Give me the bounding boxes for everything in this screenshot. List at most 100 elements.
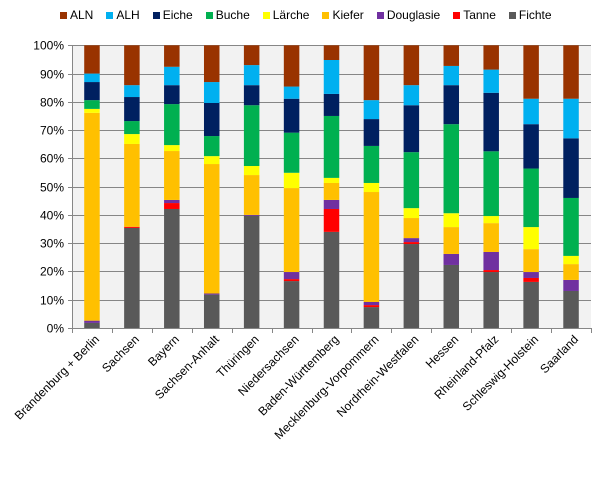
- legend-swatch: [205, 11, 213, 19]
- bar-segment-fichte: [363, 307, 380, 328]
- legend-swatch: [262, 11, 270, 19]
- chart-legend: ALN ALH Eiche Buche Lärche Kiefer Douglasie Tan…: [60, 7, 552, 23]
- bar-segment-eiche: [243, 85, 260, 106]
- bar-segment-douglasie: [323, 199, 340, 209]
- bar-stack-saarland: [563, 45, 579, 328]
- y-tick-label: 50%: [40, 181, 64, 195]
- bar-segment-alh: [203, 82, 220, 103]
- bar-segment-larche: [124, 134, 140, 144]
- legend-label: Tanne: [463, 8, 496, 22]
- bar-segment-buche: [124, 121, 140, 135]
- bar-segment-tanne: [323, 208, 340, 232]
- bar-segment-larche: [563, 255, 579, 265]
- x-tick-label: Schleswig-Holstein: [460, 332, 542, 414]
- bar-stack-rheinland-pfalz: [483, 45, 499, 328]
- bar-segment-tanne: [403, 242, 420, 245]
- x-tick-label: Brandenburg + Berlin: [12, 332, 102, 422]
- bar-segment-larche: [323, 177, 340, 183]
- bar-segment-aln: [323, 45, 340, 60]
- bar-segment-aln: [203, 45, 220, 83]
- bar-stack-bayern: [164, 45, 180, 328]
- bar-segment-eiche: [283, 98, 300, 133]
- bar-stack-brandenburg-berlin: [84, 45, 100, 328]
- bar-segment-aln: [243, 45, 260, 66]
- bar-segment-eiche: [523, 124, 539, 169]
- y-tick-label: 40%: [40, 209, 64, 223]
- bar-segment-alh: [124, 85, 140, 98]
- bar-segment-buche: [243, 105, 260, 167]
- bar-segment-aln: [84, 45, 100, 74]
- legend-item-tanne: Tanne: [453, 8, 496, 22]
- legend-label: Fichte: [518, 8, 552, 22]
- bar-segment-kiefer: [124, 143, 140, 227]
- bar-segment-alh: [323, 60, 340, 94]
- y-tick-label: 60%: [40, 152, 64, 166]
- x-tick-label: Saarland: [537, 332, 581, 376]
- bar-segment-kiefer: [164, 151, 180, 200]
- bar-segment-eiche: [563, 138, 579, 198]
- y-tick-label: 100%: [33, 39, 64, 53]
- bar-segment-eiche: [164, 85, 180, 105]
- bar-segment-fichte: [243, 215, 260, 328]
- legend-label: Eiche: [162, 8, 193, 22]
- legend-label: Douglasie: [386, 8, 441, 22]
- y-tick-label: 90%: [40, 68, 64, 82]
- bar-segment-douglasie: [243, 214, 260, 216]
- bar-segment-tanne: [283, 279, 300, 282]
- bar-segment-tanne: [363, 305, 380, 308]
- legend-item-buche: Buche: [205, 8, 250, 22]
- legend-item-eiche: Eiche: [152, 8, 193, 22]
- y-tick-label: 30%: [40, 237, 64, 251]
- bar-segment-douglasie: [523, 272, 539, 278]
- legend-swatch: [60, 11, 67, 19]
- bar-segment-eiche: [84, 82, 100, 101]
- bar-stack-thuringen: [243, 45, 260, 328]
- bar-segment-eiche: [124, 97, 140, 122]
- bar-segment-larche: [84, 108, 100, 113]
- bar-segment-buche: [164, 104, 180, 146]
- bar-stack-hessen: [443, 45, 460, 328]
- bar-segment-fichte: [164, 208, 180, 328]
- y-tick-label: 80%: [40, 96, 64, 110]
- bar-segment-aln: [443, 45, 460, 66]
- bar-segment-douglasie: [483, 251, 499, 271]
- bar-segment-alh: [403, 85, 420, 106]
- bar-segment-eiche: [403, 105, 420, 153]
- bar-segment-douglasie: [283, 272, 300, 280]
- bar-segment-eiche: [483, 92, 499, 152]
- bar-segment-buche: [523, 168, 539, 228]
- bar-segment-aln: [403, 45, 420, 86]
- legend-swatch: [106, 11, 114, 19]
- bar-segment-fichte: [523, 281, 539, 328]
- bar-segment-larche: [164, 145, 180, 152]
- bar-segment-buche: [403, 152, 420, 209]
- legend-label: Kiefer: [332, 8, 364, 22]
- legend-item-kiefer: Kiefer: [322, 8, 364, 22]
- y-tick-label: 70%: [40, 124, 64, 138]
- bar-segment-tanne: [124, 226, 140, 228]
- legend-item-fichte: Fichte: [508, 8, 552, 22]
- bar-stack-schleswig-holstein: [523, 45, 539, 328]
- bar-segment-kiefer: [483, 223, 499, 252]
- bar-segment-fichte: [124, 227, 140, 328]
- bar-segment-fichte: [563, 290, 579, 328]
- bar-segment-larche: [283, 172, 300, 189]
- bar-segment-alh: [283, 86, 300, 99]
- bar-segment-alh: [563, 98, 579, 139]
- bar-stack-mecklenburg-vorpommern: [363, 45, 380, 328]
- bar-segment-alh: [243, 65, 260, 86]
- bar-segment-aln: [483, 45, 499, 70]
- bar-segment-larche: [523, 227, 539, 250]
- x-tick-label: Bayern: [145, 332, 182, 369]
- legend-item-alh: ALH: [106, 8, 140, 22]
- x-tick-label: Sachsen: [99, 332, 142, 375]
- y-tick-label: 20%: [40, 265, 64, 279]
- legend-label: Lärche: [272, 8, 310, 22]
- bar-segment-fichte: [443, 264, 460, 328]
- bar-segment-douglasie: [363, 301, 380, 306]
- bar-stack-sachsen-anhalt: [203, 45, 220, 328]
- bar-segment-buche: [84, 100, 100, 109]
- bar-segment-fichte: [84, 322, 100, 328]
